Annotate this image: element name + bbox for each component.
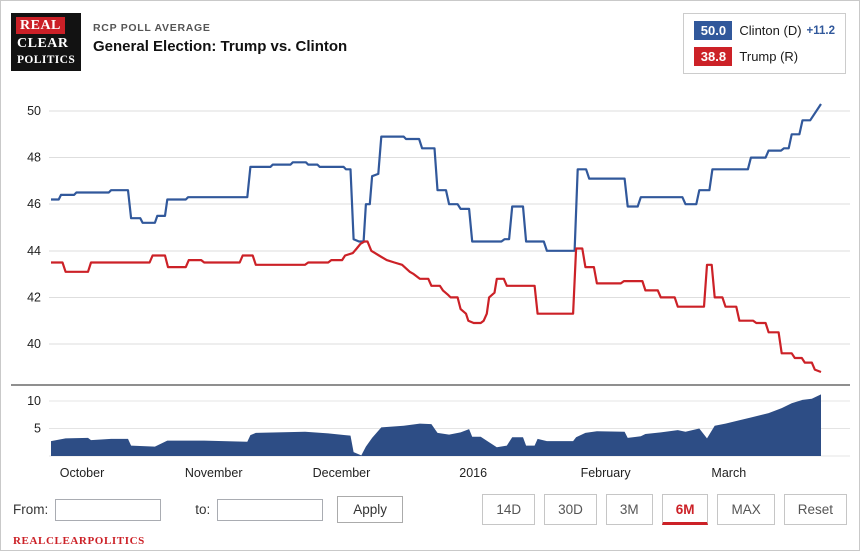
x-axis-label: December [313,466,371,480]
range-button-30d[interactable]: 30D [544,494,597,525]
range-button-14d[interactable]: 14D [482,494,536,525]
poll-average-kicker: RCP POLL AVERAGE [93,22,211,34]
from-label: From: [13,502,49,517]
y-axis-tick: 40 [27,337,41,351]
x-axis-label: November [185,466,243,480]
from-date-input[interactable] [55,498,162,521]
apply-button[interactable]: Apply [337,496,404,523]
x-axis-label: October [60,466,104,480]
logo-line-clear: CLEAR [17,36,69,51]
logo-line-politics: POLITICS [17,54,76,66]
legend-label: Clinton (D) [739,23,802,38]
logo-line-real: REAL [16,17,65,34]
spread-y-axis-tick: 10 [27,394,41,408]
spread-y-axis-tick: 5 [34,422,41,436]
y-axis-tick: 48 [27,151,41,165]
controls-bar: From: to: Apply 14D 30D 3M 6M MAX Reset [13,494,847,525]
legend-badge: 50.0 [694,21,733,40]
legend-badge: 38.8 [694,47,733,66]
range-button-reset[interactable]: Reset [783,494,847,525]
x-axis-label: February [581,466,632,480]
x-axis-label: 2016 [459,466,487,480]
legend-label: Trump (R) [739,49,799,64]
legend-delta: +11.2 [806,24,835,37]
y-axis-tick: 50 [27,104,41,118]
spread-area [51,394,821,456]
rcp-logo[interactable]: REAL CLEAR POLITICS [11,13,81,71]
y-axis-tick: 42 [27,290,41,304]
to-date-input[interactable] [217,498,324,521]
chart-legend: 50.0 Clinton (D) +11.2 38.8 Trump (R) [683,13,846,74]
trump-line [51,240,822,374]
realclearpolitics-brand: REALCLEARPOLITICS [13,535,145,547]
page-title: General Election: Trump vs. Clinton [93,38,348,55]
range-button-6m[interactable]: 6M [661,494,709,525]
x-axis-label: March [711,466,746,480]
y-axis-tick: 46 [27,197,41,211]
y-axis-tick: 44 [27,244,41,258]
poll-average-chart: 50 48 46 44 42 40 10 5 October November December 20… [11,103,850,480]
legend-row-clinton: 50.0 Clinton (D) +11.2 [694,21,835,40]
range-button-3m[interactable]: 3M [605,494,653,525]
range-button-max[interactable]: MAX [717,494,775,525]
clinton-line [51,103,822,252]
header: REAL CLEAR POLITICS RCP POLL AVERAGE Gen… [1,1,859,89]
legend-row-trump: 38.8 Trump (R) [694,47,835,66]
to-label: to: [195,502,211,517]
